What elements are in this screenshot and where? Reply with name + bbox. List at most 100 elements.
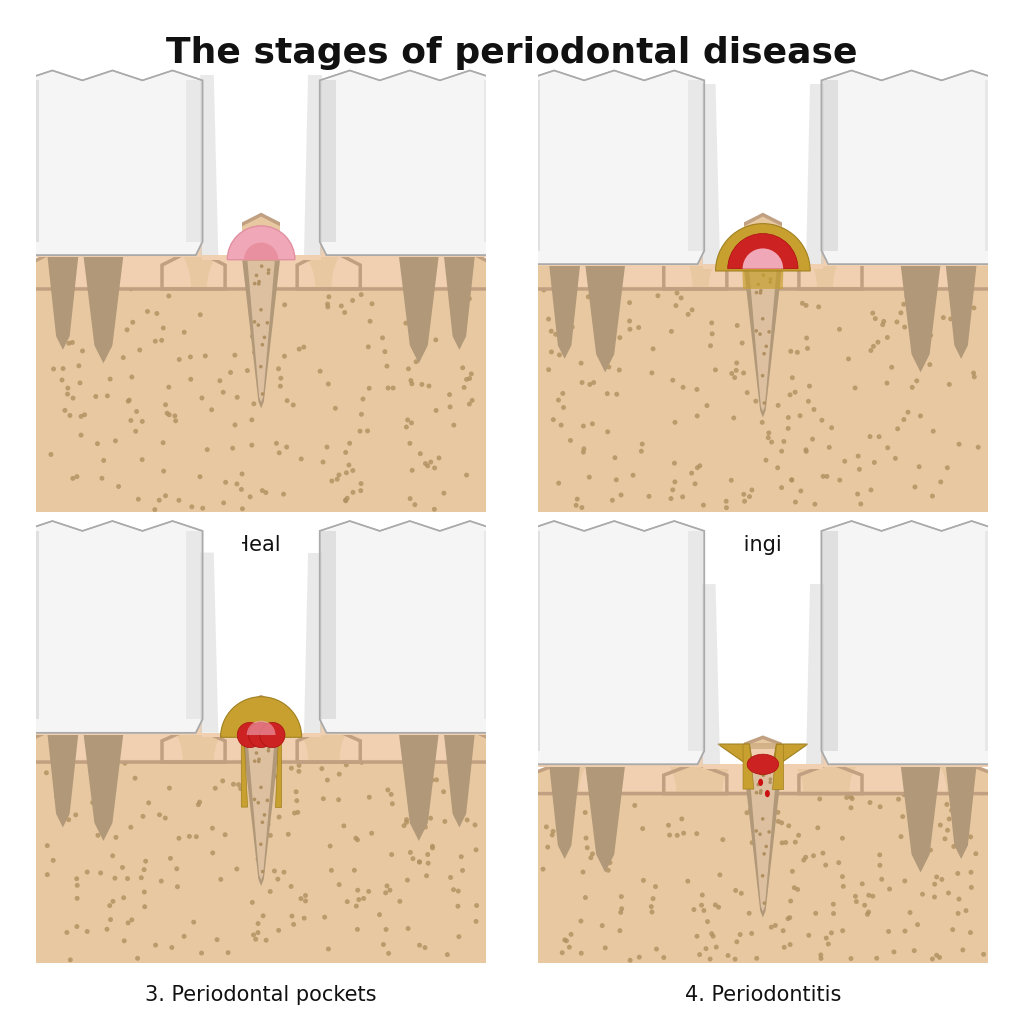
Circle shape	[248, 495, 253, 500]
Circle shape	[568, 932, 573, 937]
Circle shape	[739, 341, 744, 345]
Circle shape	[902, 929, 907, 934]
Circle shape	[294, 790, 299, 795]
Circle shape	[914, 340, 920, 345]
Circle shape	[60, 783, 66, 788]
Circle shape	[260, 488, 265, 494]
Circle shape	[765, 845, 768, 848]
Polygon shape	[549, 762, 581, 859]
Circle shape	[432, 507, 437, 512]
Circle shape	[618, 910, 624, 914]
Circle shape	[878, 863, 883, 867]
Circle shape	[583, 810, 588, 815]
Circle shape	[263, 490, 268, 495]
Circle shape	[59, 378, 65, 383]
Circle shape	[573, 503, 579, 508]
Circle shape	[948, 316, 953, 322]
Circle shape	[67, 341, 72, 346]
Circle shape	[901, 302, 906, 307]
Circle shape	[230, 445, 236, 451]
Circle shape	[734, 360, 739, 366]
Circle shape	[805, 346, 810, 351]
Circle shape	[181, 934, 186, 939]
Circle shape	[129, 287, 133, 291]
Circle shape	[337, 882, 342, 887]
Circle shape	[222, 833, 227, 838]
Polygon shape	[186, 80, 203, 242]
Circle shape	[870, 894, 876, 899]
Circle shape	[673, 479, 677, 484]
Polygon shape	[900, 762, 941, 872]
Circle shape	[433, 337, 438, 342]
Circle shape	[961, 303, 966, 308]
Circle shape	[289, 884, 294, 889]
Circle shape	[679, 296, 684, 300]
Polygon shape	[799, 737, 997, 794]
Circle shape	[969, 869, 974, 874]
Circle shape	[384, 364, 389, 369]
Circle shape	[359, 760, 364, 765]
Circle shape	[268, 833, 272, 838]
Circle shape	[370, 301, 375, 306]
Circle shape	[366, 344, 371, 349]
Circle shape	[470, 398, 475, 402]
Circle shape	[636, 325, 641, 330]
Circle shape	[261, 869, 264, 873]
Wedge shape	[834, 222, 963, 287]
Polygon shape	[319, 530, 336, 719]
Circle shape	[187, 834, 191, 839]
Circle shape	[907, 910, 912, 915]
Circle shape	[734, 939, 739, 944]
Circle shape	[266, 749, 270, 753]
Circle shape	[135, 955, 140, 961]
Circle shape	[972, 305, 976, 310]
Circle shape	[945, 465, 950, 470]
Circle shape	[272, 774, 278, 778]
Circle shape	[111, 853, 115, 858]
Circle shape	[328, 844, 333, 849]
Circle shape	[221, 501, 226, 505]
Circle shape	[956, 441, 962, 446]
Circle shape	[729, 478, 734, 482]
Circle shape	[853, 894, 858, 899]
Circle shape	[245, 368, 250, 373]
Circle shape	[856, 454, 860, 459]
Circle shape	[757, 283, 760, 287]
Circle shape	[642, 784, 647, 790]
Circle shape	[474, 903, 479, 908]
Circle shape	[876, 340, 881, 345]
Circle shape	[408, 850, 413, 855]
Circle shape	[912, 851, 918, 855]
Circle shape	[292, 811, 297, 815]
Circle shape	[196, 802, 201, 807]
Circle shape	[560, 391, 565, 396]
Text: The stages of periodontal disease: The stages of periodontal disease	[166, 36, 858, 70]
Circle shape	[885, 445, 890, 451]
Circle shape	[901, 417, 906, 422]
Circle shape	[221, 390, 225, 395]
Circle shape	[175, 753, 180, 758]
Circle shape	[956, 897, 962, 901]
Bar	[782, 313, 821, 764]
Circle shape	[146, 801, 152, 805]
Bar	[202, 0, 242, 255]
Circle shape	[766, 430, 771, 435]
Circle shape	[75, 474, 80, 479]
Circle shape	[614, 392, 620, 396]
Circle shape	[542, 288, 547, 293]
Polygon shape	[248, 260, 274, 402]
Circle shape	[163, 494, 168, 499]
Polygon shape	[201, 553, 218, 733]
Circle shape	[166, 294, 171, 298]
Circle shape	[256, 922, 260, 926]
Circle shape	[840, 874, 845, 879]
Circle shape	[223, 480, 228, 484]
Circle shape	[278, 384, 283, 389]
Circle shape	[325, 302, 330, 306]
Circle shape	[790, 477, 795, 482]
Circle shape	[800, 301, 805, 306]
Circle shape	[323, 914, 327, 920]
Circle shape	[720, 838, 725, 842]
Circle shape	[689, 286, 693, 290]
Circle shape	[649, 904, 653, 909]
